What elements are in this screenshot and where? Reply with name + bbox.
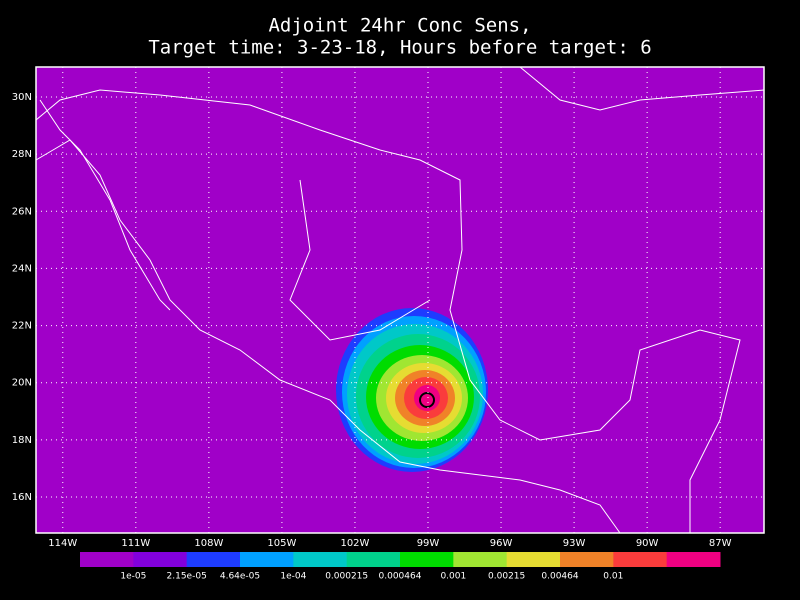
colorbar-label: 2.15e-05 [167,572,207,582]
lat-tick-label: 30N [12,92,32,103]
colorbar-label: 0.000215 [325,572,368,582]
colorbar-box [613,552,668,567]
sensitivity-plume [336,308,488,472]
source-marker [419,392,435,408]
colorbar-label: 0.001 [440,572,466,582]
colorbar-label: 0.00215 [488,572,525,582]
colorbar-box [133,552,188,567]
lon-tick-label: 111W [121,538,150,549]
subtitle: Target time: 3-23-18, Hours before targe… [148,37,651,59]
lon-tick-label: 108W [194,538,223,549]
lat-tick-label: 20N [12,378,32,389]
lat-tick-label: 28N [12,149,32,160]
coastline [35,89,741,533]
lon-tick-label: 102W [340,538,369,549]
colorbar-box [240,552,294,567]
colorbar-label: 0.01 [603,572,623,582]
title: Adjoint 24hr Conc Sens, [268,15,531,37]
lon-tick-label: 105W [267,538,296,549]
lat-tick-label: 22N [12,321,32,332]
colorbar-label: 0.00464 [541,572,578,582]
colorbar-box [186,552,241,567]
colorbar-label: 1e-05 [120,572,146,582]
lat-tick-label: 18N [12,435,32,446]
coastline [39,99,171,311]
lat-tick-label: 24N [12,263,32,274]
colorbar-box [293,552,348,567]
coastlines [35,66,765,534]
lon-tick-label: 99W [417,538,440,549]
lon-tick-label: 90W [636,538,659,549]
colorbar-label: 1e-04 [280,572,306,582]
colorbar-box [560,552,614,567]
colorbar-label: 0.000464 [379,572,422,582]
coastline [519,66,765,111]
coastline [289,179,431,341]
colorbar-box [666,552,721,567]
lon-tick-label: 96W [490,538,513,549]
lat-tick-label: 26N [12,206,32,217]
colorbar-label: 4.64e-05 [220,572,260,582]
colorbar-box [80,552,134,567]
lat-tick-label: 16N [12,492,32,503]
coastline [35,139,621,534]
colorbar-box [506,552,561,567]
lon-tick-label: 87W [709,538,732,549]
colorbar-box [346,552,401,567]
lon-tick-label: 114W [48,538,77,549]
colorbar-box [453,552,508,567]
map-frame [35,66,765,534]
lon-tick-label: 93W [563,538,586,549]
colorbar-box [400,552,454,567]
